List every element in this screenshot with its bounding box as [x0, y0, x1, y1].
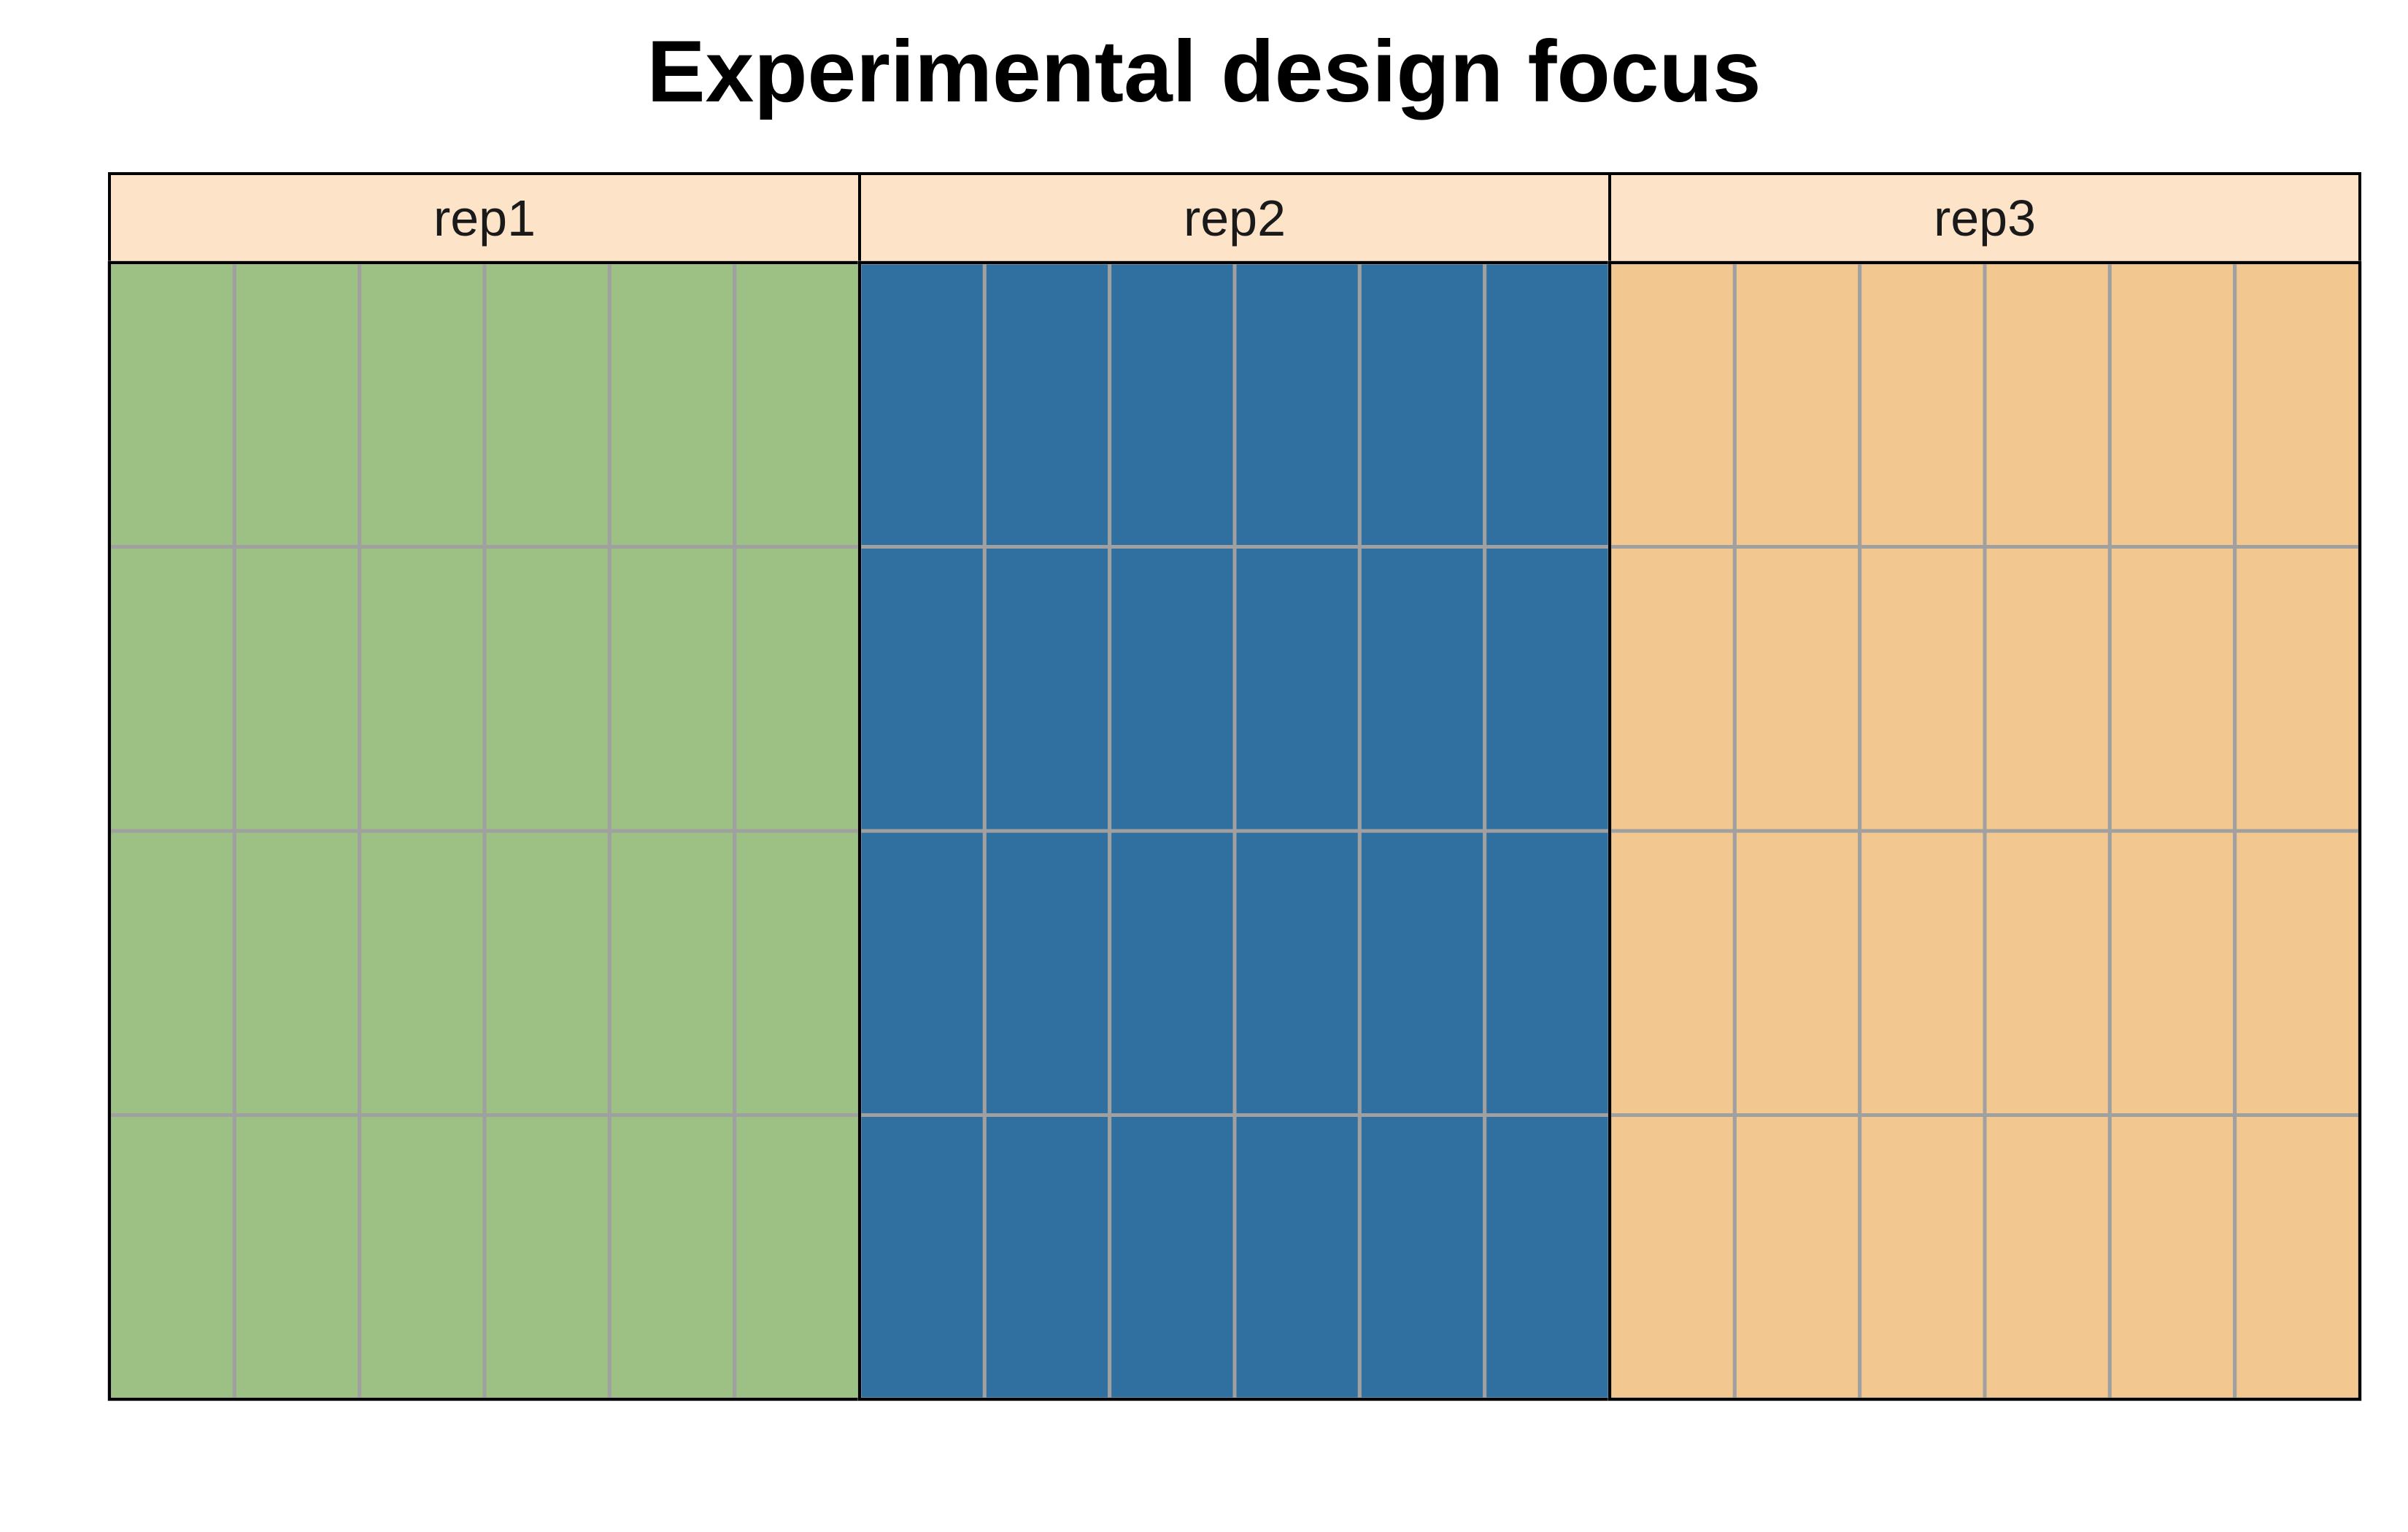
plot-cell: [482, 545, 611, 833]
plot-cell: [2107, 545, 2237, 833]
plot-cell: [232, 260, 362, 549]
plot-cell: [107, 1113, 236, 1401]
plot-cell: [1732, 545, 1862, 833]
plot-cell: [1483, 545, 1612, 833]
plot-cell: [1232, 545, 1362, 833]
plot-cell: [982, 545, 1112, 833]
plot-cell: [1732, 260, 1862, 549]
plot-cell: [1483, 260, 1612, 549]
plot-cell: [607, 260, 737, 549]
plot-cell: [1357, 829, 1487, 1117]
rep-panel-rep3: rep3: [1608, 172, 2362, 1401]
plot-cell: [358, 829, 487, 1117]
strip-label: rep2: [1184, 190, 1286, 247]
plot-cell: [607, 829, 737, 1117]
plot-cell: [1732, 1113, 1862, 1401]
plot-cell: [1232, 260, 1362, 549]
plot-cell: [107, 260, 236, 549]
plot-cell: [1108, 829, 1237, 1117]
plot-cell: [2107, 260, 2237, 549]
plot-cell: [1357, 1113, 1487, 1401]
plot-cell: [1983, 260, 2112, 549]
plot-cell: [1983, 829, 2112, 1117]
diagram-title: Experimental design focus: [647, 23, 1761, 120]
plot-cell: [107, 829, 236, 1117]
plot-cell: [232, 1113, 362, 1401]
plot-cell: [1232, 829, 1362, 1117]
plot-cell: [1483, 1113, 1612, 1401]
plot-cell: [1983, 545, 2112, 833]
plot-cell: [1232, 1113, 1362, 1401]
plot-cell: [2233, 260, 2362, 549]
plot-cell: [857, 260, 987, 549]
plot-cell: [607, 545, 737, 833]
plot-cell: [733, 545, 862, 833]
plot-cell: [482, 1113, 611, 1401]
plot-cell: [1483, 829, 1612, 1117]
strip-label: rep3: [1934, 190, 2036, 247]
plot-cell: [857, 545, 987, 833]
plot-cell: [733, 1113, 862, 1401]
plot-cell: [1357, 260, 1487, 549]
strip-header: [108, 172, 861, 264]
plot-cell: [982, 1113, 1112, 1401]
plot-cell: [733, 260, 862, 549]
rep-panel-rep1: rep1: [107, 172, 862, 1401]
plot-cell: [1983, 1113, 2112, 1401]
plot-cell: [1608, 1113, 1737, 1401]
plot-cell: [2233, 1113, 2362, 1401]
plot-cell: [1357, 545, 1487, 833]
plot-cell: [607, 1113, 737, 1401]
plot-cell: [1608, 260, 1737, 549]
plot-cell: [2107, 1113, 2237, 1401]
plot-cell: [358, 260, 487, 549]
plot-cell: [1858, 260, 1987, 549]
plot-cell: [733, 829, 862, 1117]
plot-cell: [1858, 829, 1987, 1117]
plot-cell: [857, 1113, 987, 1401]
plot-cell: [1608, 545, 1737, 833]
plot-cell: [1108, 1113, 1237, 1401]
strip-header: [858, 172, 1611, 264]
plot-cell: [857, 829, 987, 1117]
plot-cell: [482, 829, 611, 1117]
strip-label: rep1: [433, 190, 536, 247]
plot-cell: [482, 260, 611, 549]
plot-cell: [358, 545, 487, 833]
plot-cell: [232, 545, 362, 833]
plot-cell: [1858, 1113, 1987, 1401]
plot-cell: [2233, 829, 2362, 1117]
plot-cell: [358, 1113, 487, 1401]
plot-cell: [232, 829, 362, 1117]
plot-cell: [1858, 545, 1987, 833]
plot-cell: [2107, 829, 2237, 1117]
plot-cell: [982, 829, 1112, 1117]
plot-cell: [107, 545, 236, 833]
plot-cell: [982, 260, 1112, 549]
plot-cell: [1108, 260, 1237, 549]
rep-panel-rep2: rep2: [857, 172, 1612, 1401]
plot-cell: [1608, 829, 1737, 1117]
panel-border: [1608, 261, 2361, 1401]
plot-cell: [1108, 545, 1237, 833]
plot-cell: [1732, 829, 1862, 1117]
plot-cell: [2233, 545, 2362, 833]
